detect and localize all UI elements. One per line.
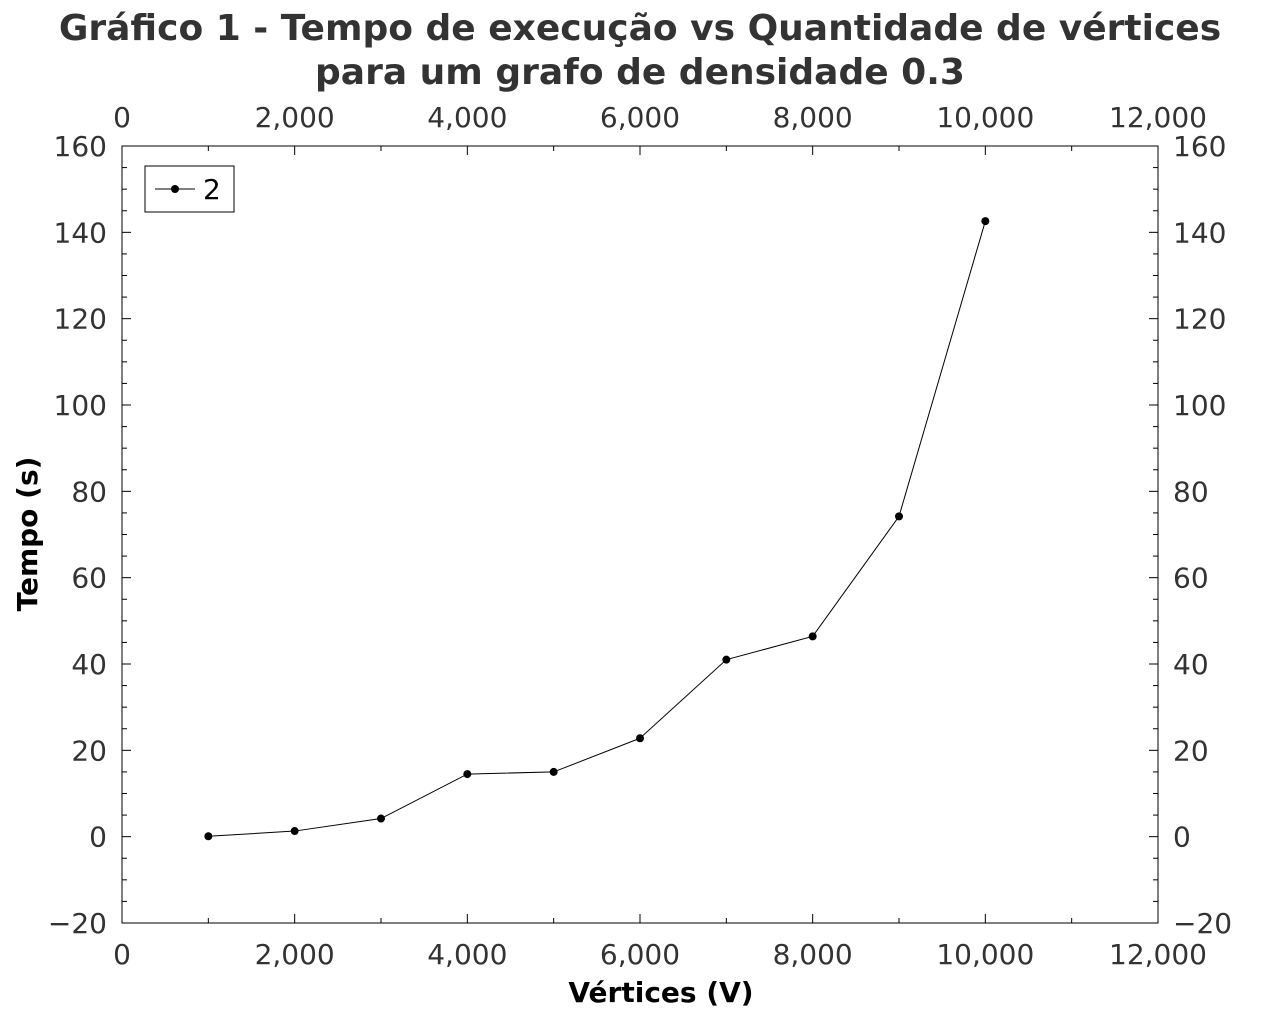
x-tick-label-bottom: 8,000 — [773, 938, 853, 971]
y-tick-label-right: 120 — [1173, 303, 1226, 336]
y-tick-label-left: 80 — [71, 475, 107, 508]
series-layer — [204, 217, 990, 841]
y-axis-label: Tempo (s) — [11, 457, 44, 612]
y-tick-label-left: −20 — [48, 907, 107, 940]
data-point — [722, 655, 731, 664]
x-tick-label-top: 10,000 — [936, 101, 1034, 134]
y-tick-label-left: 100 — [54, 389, 107, 422]
data-point — [463, 770, 472, 779]
y-tick-label-right: 100 — [1173, 389, 1226, 422]
x-tick-label-bottom: 0 — [113, 938, 131, 971]
y-tick-label-left: 40 — [71, 648, 107, 681]
x-tick-label-top: 4,000 — [427, 101, 507, 134]
data-point — [808, 632, 817, 641]
x-tick-label-top: 12,000 — [1109, 101, 1207, 134]
y-tick-label-left: 60 — [71, 562, 107, 595]
data-point — [549, 767, 558, 776]
x-tick-label-top: 6,000 — [600, 101, 680, 134]
y-tick-label-left: 160 — [54, 130, 107, 163]
data-point — [636, 734, 644, 743]
chart-title-line-2: para um grafo de densidade 0.3 — [315, 52, 965, 93]
y-tick-label-right: 140 — [1173, 216, 1226, 249]
data-point — [981, 217, 990, 226]
chart-title-line-1: Gráfico 1 - Tempo de execução vs Quantid… — [59, 8, 1221, 49]
y-tick-label-right: 80 — [1173, 475, 1209, 508]
y-tick-label-right: 160 — [1173, 130, 1226, 163]
x-tick-label-top: 2,000 — [255, 101, 335, 134]
data-point — [377, 814, 385, 823]
data-point — [204, 832, 213, 841]
x-tick-label-top: 8,000 — [773, 101, 853, 134]
y-tick-label-left: 20 — [71, 734, 107, 767]
plot-frame — [121, 145, 1159, 924]
x-tick-label-bottom: 4,000 — [427, 938, 507, 971]
x-tick-label-bottom: 6,000 — [600, 938, 680, 971]
data-point — [895, 512, 903, 521]
y-tick-label-left: 120 — [54, 303, 107, 336]
ticks-layer: 0 0 2,000 2,000 4,000 4,000 6,000 6,000 8,000 8,0… — [48, 101, 1232, 971]
x-tick-label-bottom: 12,000 — [1109, 938, 1207, 971]
legend-marker-sample — [171, 185, 179, 193]
y-tick-label-right: −20 — [1173, 907, 1232, 940]
y-tick-label-right: 20 — [1173, 734, 1209, 767]
data-point — [290, 827, 299, 836]
series-line — [208, 220, 986, 837]
y-tick-label-left: 0 — [89, 821, 107, 854]
legend: 2 — [144, 165, 235, 213]
x-tick-label-bottom: 10,000 — [936, 938, 1034, 971]
y-tick-label-right: 0 — [1173, 821, 1191, 854]
y-tick-label-left: 140 — [54, 216, 107, 249]
y-tick-label-right: 40 — [1173, 648, 1209, 681]
legend-label-series: 2 — [203, 173, 221, 206]
y-tick-label-right: 60 — [1173, 562, 1209, 595]
x-tick-label-bottom: 2,000 — [255, 938, 335, 971]
x-axis-label: Vértices (V) — [568, 976, 753, 1009]
x-tick-label-top: 0 — [113, 101, 131, 134]
